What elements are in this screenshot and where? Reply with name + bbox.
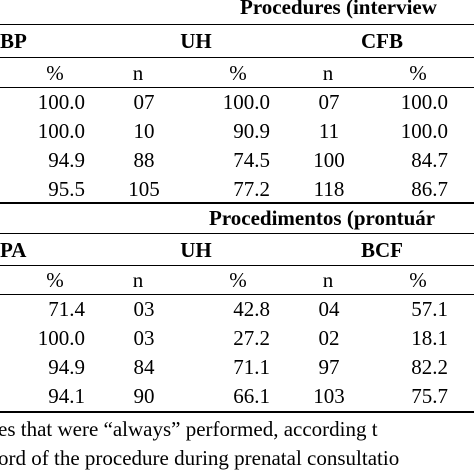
cell: 100.0: [400, 119, 448, 143]
footnote-line-1: es that were “always” performed, accordi…: [0, 417, 378, 441]
cell: 90: [133, 384, 155, 408]
cell: 02: [318, 326, 340, 350]
header-bp: BP: [0, 29, 27, 53]
cell: 03: [133, 297, 155, 321]
cell: 100.0: [400, 90, 448, 114]
cell: 10: [133, 119, 155, 143]
cell: 86.7: [411, 177, 448, 201]
cell: 84.7: [411, 148, 448, 172]
section-title-en: Procedures (interview: [240, 0, 437, 19]
subheader-pct: %: [46, 61, 64, 85]
header-pa: PA: [0, 238, 27, 262]
cell: 90.9: [233, 119, 270, 143]
cell: 94.1: [48, 384, 85, 408]
cell: 97: [318, 355, 340, 379]
subheader-n: n: [322, 61, 334, 85]
cell: 75.7: [411, 384, 448, 408]
subheader-pct: %: [409, 61, 427, 85]
header-bcf: BCF: [361, 238, 403, 262]
cell: 66.1: [233, 384, 270, 408]
cell: 71.1: [233, 355, 270, 379]
cell: 18.1: [411, 326, 448, 350]
subheader-pct: %: [229, 268, 247, 292]
section-divider: [0, 202, 474, 204]
cell: 84: [133, 355, 155, 379]
cell: 95.5: [48, 177, 85, 201]
table-bottom-rule: [0, 411, 474, 413]
cell: 100.0: [37, 326, 85, 350]
cell: 07: [318, 90, 340, 114]
title-underline-pt: [0, 233, 474, 234]
cell: 100.0: [37, 119, 85, 143]
cell: 71.4: [48, 297, 85, 321]
cell: 100: [313, 148, 345, 172]
cell: 88: [133, 148, 155, 172]
subheader-pct: %: [46, 268, 64, 292]
cell: 07: [133, 90, 155, 114]
subheader-pct: %: [409, 268, 427, 292]
cell: 82.2: [411, 355, 448, 379]
cell: 04: [318, 297, 340, 321]
cell: 27.2: [233, 326, 270, 350]
subheader-underline-pt: [0, 294, 474, 295]
header-uh-pt: UH: [180, 238, 212, 262]
cell: 100.0: [37, 90, 85, 114]
header-uh: UH: [180, 29, 212, 53]
cell: 105: [128, 177, 160, 201]
cell: 57.1: [411, 297, 448, 321]
subheader-underline-en: [0, 87, 474, 88]
cell: 03: [133, 326, 155, 350]
subheader-n: n: [132, 61, 144, 85]
cell: 77.2: [233, 177, 270, 201]
header-underline-pt: [0, 265, 474, 266]
cell: 74.5: [233, 148, 270, 172]
cell: 11: [318, 119, 340, 143]
subheader-n: n: [322, 268, 334, 292]
header-cfb: CFB: [361, 29, 403, 53]
cell: 118: [313, 177, 345, 201]
subheader-n: n: [132, 268, 144, 292]
title-underline-en: [0, 24, 474, 25]
cell: 100.0: [222, 90, 270, 114]
cell: 103: [313, 384, 345, 408]
cell: 94.9: [48, 148, 85, 172]
header-underline-en: [0, 57, 474, 58]
cell: 94.9: [48, 355, 85, 379]
footnote-line-2: ord of the procedure during prenatal con…: [0, 446, 400, 470]
subheader-pct: %: [229, 61, 247, 85]
cell: 42.8: [233, 297, 270, 321]
section-title-pt: Procedimentos (prontuár: [209, 206, 436, 230]
